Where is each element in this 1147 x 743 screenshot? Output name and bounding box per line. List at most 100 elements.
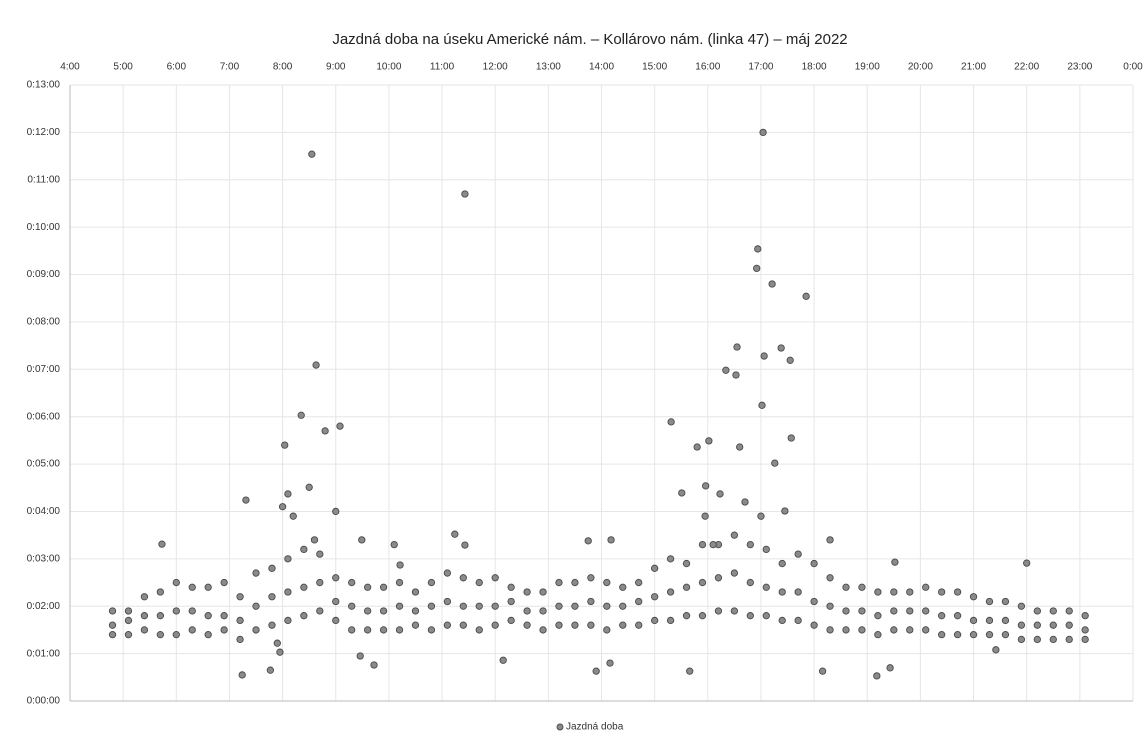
point bbox=[858, 626, 866, 634]
point bbox=[714, 574, 723, 582]
point bbox=[874, 612, 882, 620]
point bbox=[220, 578, 228, 587]
point bbox=[758, 401, 766, 409]
point bbox=[539, 588, 547, 596]
point bbox=[810, 621, 818, 629]
point bbox=[491, 602, 499, 610]
point bbox=[698, 540, 707, 549]
point bbox=[858, 607, 866, 615]
point bbox=[953, 612, 962, 620]
point bbox=[204, 583, 212, 591]
point bbox=[507, 616, 515, 625]
y-tick-label: 0:03:00 bbox=[27, 553, 61, 564]
point bbox=[204, 612, 212, 620]
point bbox=[810, 597, 818, 606]
point bbox=[523, 607, 531, 615]
point bbox=[890, 588, 898, 596]
point bbox=[172, 607, 180, 615]
point bbox=[757, 512, 765, 520]
point bbox=[587, 574, 595, 582]
point bbox=[802, 292, 810, 300]
point bbox=[701, 512, 709, 520]
point bbox=[686, 667, 694, 675]
y-tick-label: 0:09:00 bbox=[27, 269, 61, 280]
point bbox=[938, 612, 946, 620]
point bbox=[778, 588, 786, 596]
point bbox=[1023, 559, 1031, 567]
point bbox=[714, 607, 723, 615]
point bbox=[507, 583, 515, 591]
x-tick-label: 8:00 bbox=[273, 62, 293, 73]
x-tick-label: 23:00 bbox=[1067, 62, 1092, 73]
point bbox=[818, 667, 827, 675]
point bbox=[762, 612, 770, 620]
x-tick-label: 18:00 bbox=[802, 62, 827, 73]
y-tick-label: 0:00:00 bbox=[27, 696, 61, 707]
point bbox=[1065, 607, 1073, 615]
point bbox=[284, 490, 292, 498]
point bbox=[242, 496, 250, 504]
point bbox=[451, 530, 459, 538]
point bbox=[826, 574, 834, 582]
point bbox=[443, 621, 452, 629]
point bbox=[722, 366, 730, 374]
point bbox=[390, 540, 398, 549]
point bbox=[363, 626, 372, 634]
point bbox=[1049, 621, 1057, 629]
point bbox=[443, 569, 452, 577]
point bbox=[619, 583, 627, 591]
x-tick-label: 19:00 bbox=[855, 62, 880, 73]
point bbox=[603, 626, 611, 634]
point bbox=[172, 578, 180, 587]
point bbox=[992, 646, 1000, 654]
point bbox=[1081, 626, 1089, 634]
point bbox=[370, 661, 378, 669]
point bbox=[730, 607, 739, 615]
x-tick-label: 13:00 bbox=[536, 62, 561, 73]
point bbox=[336, 422, 344, 430]
point bbox=[778, 616, 786, 625]
point bbox=[584, 537, 592, 545]
point bbox=[698, 578, 707, 587]
point bbox=[682, 559, 691, 568]
point bbox=[300, 612, 308, 620]
point bbox=[475, 578, 483, 587]
point bbox=[363, 583, 372, 591]
point bbox=[953, 588, 962, 596]
point bbox=[491, 574, 499, 582]
x-tick-label: 7:00 bbox=[220, 62, 240, 73]
x-tick-label: 20:00 bbox=[908, 62, 933, 73]
point bbox=[1065, 621, 1073, 629]
y-tick-label: 0:04:00 bbox=[27, 506, 61, 517]
point bbox=[730, 531, 739, 539]
point bbox=[651, 564, 659, 572]
point bbox=[1049, 607, 1057, 615]
point bbox=[969, 593, 978, 601]
point bbox=[236, 616, 244, 625]
point bbox=[842, 626, 850, 634]
point bbox=[571, 621, 579, 629]
point bbox=[635, 621, 643, 629]
point bbox=[427, 626, 436, 634]
point bbox=[268, 621, 276, 629]
point bbox=[332, 597, 340, 606]
point bbox=[571, 578, 579, 587]
point bbox=[716, 490, 724, 498]
point bbox=[874, 588, 882, 596]
point bbox=[523, 621, 531, 629]
point bbox=[1033, 607, 1041, 615]
point bbox=[156, 612, 165, 620]
point bbox=[906, 626, 914, 634]
point bbox=[760, 352, 768, 360]
point bbox=[499, 656, 507, 664]
y-tick-label: 0:12:00 bbox=[27, 127, 61, 138]
point bbox=[312, 361, 320, 369]
point bbox=[771, 459, 779, 467]
point bbox=[754, 245, 762, 253]
point bbox=[741, 498, 749, 506]
point bbox=[395, 626, 404, 634]
point bbox=[281, 441, 289, 449]
point bbox=[379, 626, 388, 634]
point bbox=[268, 593, 276, 601]
point bbox=[300, 545, 308, 554]
